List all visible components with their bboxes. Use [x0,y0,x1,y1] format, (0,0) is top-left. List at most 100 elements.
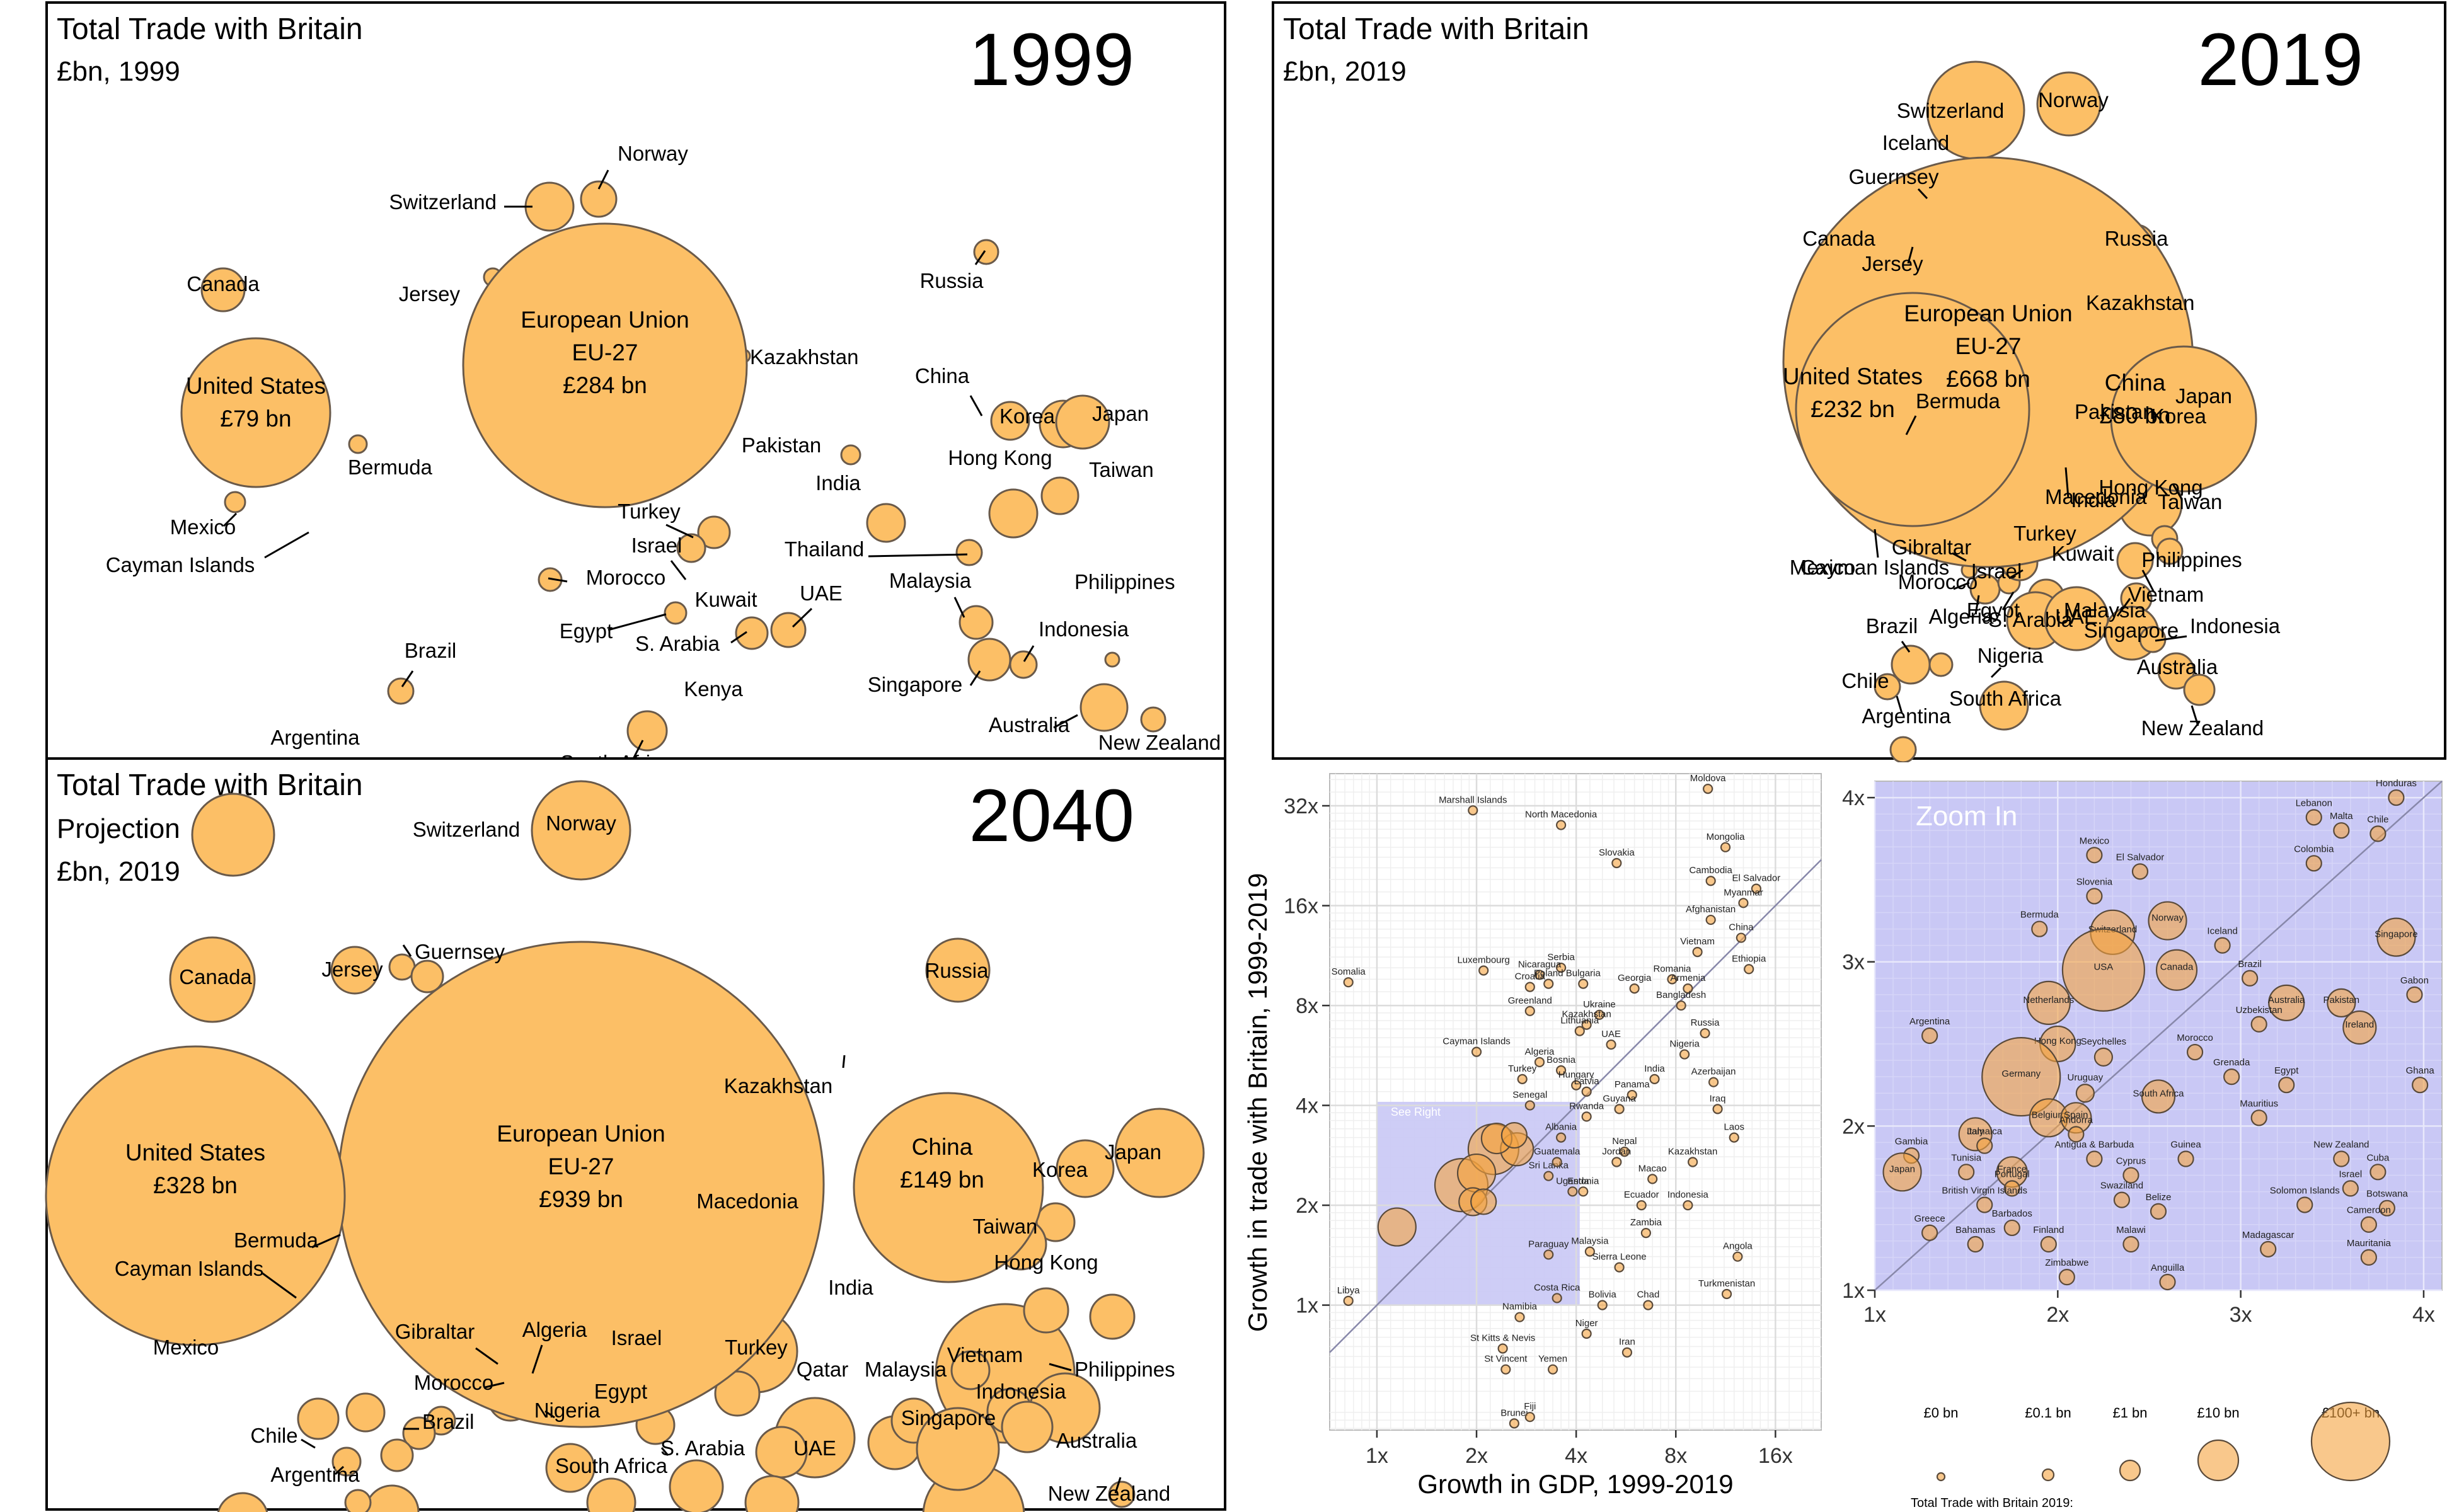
zoom-label-canada: Canada [2160,962,2194,973]
leader-thailand [868,553,968,558]
panel-1999-title: Total Trade with Britain [57,13,363,46]
scatter-point-myanmar [1738,898,1749,908]
label-jersey: Jersey [399,282,461,306]
scatter-label-st-vincent: St Vincent [1484,1354,1528,1365]
scatter-point-luxembourg [1478,965,1489,976]
scatter-label-bangladesh: Bangladesh [1656,990,1706,1000]
zoom-label-singapore: Singapore [2375,929,2417,940]
scatter-point-iraq [1712,1104,1723,1114]
label-hong-kong: Hong Kong [2099,476,2202,499]
label-russia: Russia [920,269,984,292]
label-brazil: Brazil [422,1410,475,1433]
zoom-title: Zoom In [1916,801,2017,832]
label-gibraltar: Gibraltar [395,1320,475,1343]
label-uae: UAE [2055,605,2098,628]
zoom-label-guinea: Guinea [2170,1139,2201,1150]
scatter-label-guatemala: Guatemala [1534,1146,1580,1157]
zoom-xtick-label: 4x [2412,1303,2435,1327]
label-egypt: Egypt [1967,598,2020,622]
zoom-label-hong-kong: Hong Kong [2034,1036,2081,1046]
legend-title: Total Trade with Britain 2019: [1911,1496,2073,1510]
zoom-label-south-africa: South Africa [2133,1088,2185,1099]
zoom-point-iceland [2214,937,2231,954]
zoom-point-zimbabwe [2058,1269,2075,1286]
scatter-point-algeria [1534,1057,1545,1068]
label-morocco: Morocco [586,566,666,589]
scatter-point-yemen [1547,1364,1558,1375]
bubble [586,1477,636,1512]
scatter-label-fiji: Fiji [1524,1401,1536,1412]
scatter-label-rwanda: Rwanda [1569,1101,1604,1111]
scatter-point-greenland [1524,1005,1535,1016]
leader-morocco [1953,581,1970,590]
zoom-xtick-label: 2x [2046,1303,2069,1327]
label-kuwait: Kuwait [694,588,757,611]
scatter-point-latvia [1581,1086,1592,1097]
zoom-label-malawi: Malawi [2116,1225,2146,1235]
leader-new-zealand [2191,705,2199,726]
zoom-label-jamaica: Jamaica [1967,1126,2003,1137]
scatter-point-cambodia [1705,876,1716,886]
bubble [988,488,1039,539]
bubble [1056,1139,1115,1198]
zoom-label-uruguay: Uruguay [2068,1072,2104,1083]
label-australia: Australia [2137,655,2218,679]
label-indonesia: Indonesia [1039,617,1129,641]
scatter-point-kazakhstan [1688,1157,1698,1167]
zoom-point-mauritius [2250,1109,2267,1126]
zoom-label-france: France [1997,1164,2027,1174]
leader-vietnam [2141,570,2155,593]
zoom-label-egypt: Egypt [2274,1065,2299,1076]
zoom-label-chile: Chile [2367,814,2388,825]
zoom-point-new-zealand [2333,1150,2350,1167]
zoom-label-italy: Italy [1967,1126,1984,1137]
scatter-point-estonia [1578,1186,1589,1197]
scatter-label-chad: Chad [1637,1290,1659,1300]
bubble [967,638,1011,682]
panel-1999-year: 1999 [969,18,1134,101]
leader-uae [792,607,813,628]
leader-nigeria [1990,667,2002,679]
scatter-point-lithuania [1574,1026,1585,1036]
bubble [1874,673,1901,701]
bubble [524,181,575,232]
label-kazakhstan: Kazakhstan [2086,291,2194,314]
scatter-label-uae: UAE [1601,1029,1621,1040]
zoom-label-anguilla: Anguilla [2151,1263,2185,1273]
panel-2019-year: 2019 [2197,18,2363,101]
label-taiwan: Taiwan [1089,458,1154,481]
scatter-label-kazakhstan: Kazakhstan [1562,1009,1611,1020]
zoom-label-lebanon: Lebanon [2296,798,2332,808]
scatter-point-sri-lanka [1543,1171,1554,1181]
zoom-point-netherlands [2026,980,2071,1025]
bubble [1104,651,1120,668]
scatter-label-ethiopia: Ethiopia [1732,953,1766,964]
bubble [387,677,415,705]
zoom-parity-line [1874,781,2443,1291]
bubble-european-union [462,222,748,508]
bubble [410,959,444,994]
scatter-label-russia: Russia [1691,1017,1720,1028]
bubble [1889,736,1917,762]
bubble [1009,650,1038,679]
zoom-label-antigua-barbuda: Antigua & Barbuda [2054,1139,2134,1150]
zoom-label-el-salvador: El Salvador [2116,852,2165,862]
label-iceland: Iceland [1882,131,1949,154]
leader-indonesia [1023,645,1035,662]
leader-morocco [548,577,568,583]
scatter-point-bangladesh [1676,1000,1686,1011]
bubble [744,1475,800,1512]
scatter-point-nicaragua [1534,970,1545,980]
scatter-point-ecuador [1636,1200,1647,1211]
leader-chile [301,1438,316,1449]
bubble [364,1484,420,1512]
bubble [664,601,688,625]
bubble [735,616,769,650]
zoom-label-ghana: Ghana [2406,1065,2435,1076]
bubble-china [853,1092,1044,1283]
xtick-label: 8x [1664,1444,1687,1468]
scatter-point-zambia [1640,1227,1651,1239]
panel-2019: Total Trade with Britain £bn, 2019 2019 … [1272,1,2446,762]
zoom-label-portugal: Portugal [1995,1169,2030,1179]
bubble [1089,1293,1136,1340]
